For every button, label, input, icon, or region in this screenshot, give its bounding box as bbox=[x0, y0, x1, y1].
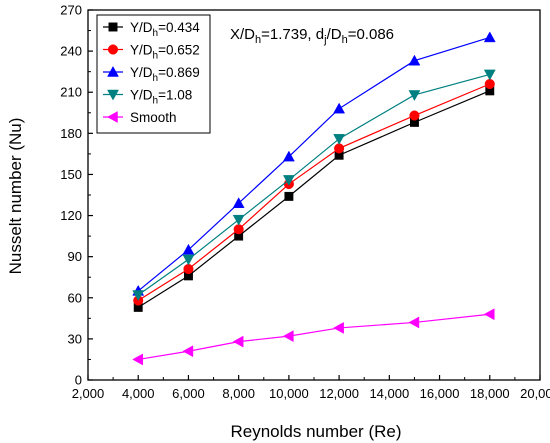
legend-label: Y/Dh=0.434 bbox=[130, 20, 200, 39]
annotation-sub-1: h bbox=[255, 34, 261, 46]
legend-entry: Smooth bbox=[103, 110, 177, 125]
series-layer bbox=[132, 31, 496, 366]
y-tick-label: 90 bbox=[68, 249, 82, 264]
y-tick-label: 150 bbox=[60, 167, 82, 182]
legend-label: Y/Dh=0.869 bbox=[130, 65, 200, 84]
chart-annotation: X/Dh=1.739, dj/Dh=0.086 bbox=[230, 26, 394, 46]
data-point bbox=[334, 143, 345, 154]
x-tick-label: 12,000 bbox=[319, 386, 359, 401]
x-tick-label: 10,000 bbox=[269, 386, 309, 401]
data-point bbox=[284, 191, 294, 201]
legend-entry: Y/Dh=0.869 bbox=[103, 65, 200, 84]
data-point bbox=[483, 308, 495, 321]
data-point bbox=[483, 69, 496, 81]
data-point bbox=[182, 345, 194, 358]
legend-label: Smooth bbox=[130, 110, 177, 125]
data-point bbox=[232, 214, 245, 226]
legend-marker bbox=[107, 89, 119, 101]
series-4 bbox=[132, 69, 496, 302]
annotation-sub-2: j bbox=[323, 34, 326, 46]
x-axis-title: Reynolds number (Re) bbox=[230, 422, 401, 441]
data-point bbox=[408, 90, 421, 101]
legend-marker bbox=[108, 22, 118, 32]
legend-marker bbox=[107, 44, 119, 55]
annotation-part-2: =1.739, d bbox=[261, 26, 324, 43]
data-point bbox=[232, 197, 245, 208]
data-point bbox=[183, 263, 194, 275]
data-point bbox=[483, 31, 496, 43]
y-tick-label: 120 bbox=[60, 208, 82, 223]
annotation-part-3: /D bbox=[327, 26, 342, 43]
series-5 bbox=[132, 308, 495, 366]
legend-entry: Y/Dh=1.08 bbox=[103, 88, 192, 107]
x-tick-label: 20,000 bbox=[520, 386, 550, 401]
annotation-sub-3: h bbox=[342, 34, 348, 46]
data-point bbox=[182, 254, 195, 266]
data-point bbox=[408, 54, 421, 66]
data-point bbox=[233, 224, 244, 235]
y-tick-label: 60 bbox=[68, 290, 82, 305]
x-axis: 2,000 4,000 6,000 8,000 10,000 12,000 14,000 16… bbox=[72, 375, 550, 401]
legend-entry: Y/Dh=0.652 bbox=[103, 43, 200, 62]
data-point bbox=[484, 78, 495, 90]
y-axis-title: Nusselt number (Nu) bbox=[6, 118, 25, 275]
x-tick-label: 4,000 bbox=[122, 386, 155, 401]
legend-entry: Y/Dh=0.434 bbox=[103, 20, 200, 39]
y-tick-label: 30 bbox=[68, 331, 82, 346]
data-point bbox=[333, 134, 346, 145]
x-tick-label: 2,000 bbox=[72, 386, 105, 401]
annotation-part-4: =0.086 bbox=[348, 26, 394, 43]
legend-marker bbox=[106, 111, 118, 123]
y-axis: 0 30 60 90 120 150 180 210 240 270 bbox=[60, 3, 93, 388]
data-point bbox=[132, 290, 145, 302]
y-tick-label: 270 bbox=[60, 3, 82, 18]
y-tick-label: 210 bbox=[60, 85, 82, 100]
data-point bbox=[232, 335, 244, 348]
data-point bbox=[132, 353, 143, 366]
x-tick-label: 16,000 bbox=[420, 386, 460, 401]
y-tick-label: 240 bbox=[60, 44, 82, 59]
data-point bbox=[282, 330, 294, 343]
legend-label: Y/Dh=1.08 bbox=[130, 88, 192, 107]
x-tick-label: 6,000 bbox=[172, 386, 205, 401]
x-tick-label: 14,000 bbox=[369, 386, 409, 401]
x-tick-label: 18,000 bbox=[470, 386, 510, 401]
data-point bbox=[333, 102, 346, 114]
data-point bbox=[409, 110, 420, 121]
x-tick-label: 8,000 bbox=[222, 386, 255, 401]
data-point bbox=[408, 316, 420, 329]
data-point bbox=[282, 150, 295, 162]
data-point bbox=[182, 243, 195, 255]
legend: Y/Dh=0.434 Y/Dh=0.652 Y/Dh=0.869 Y/Dh=1.08 S… bbox=[96, 14, 211, 134]
legend-label: Y/Dh=0.652 bbox=[130, 43, 200, 62]
annotation-part-1: X/D bbox=[230, 26, 255, 43]
data-point bbox=[333, 322, 344, 334]
legend-marker bbox=[107, 65, 119, 77]
data-point bbox=[282, 175, 295, 186]
y-tick-label: 0 bbox=[75, 373, 82, 388]
y-tick-label: 180 bbox=[60, 126, 82, 141]
